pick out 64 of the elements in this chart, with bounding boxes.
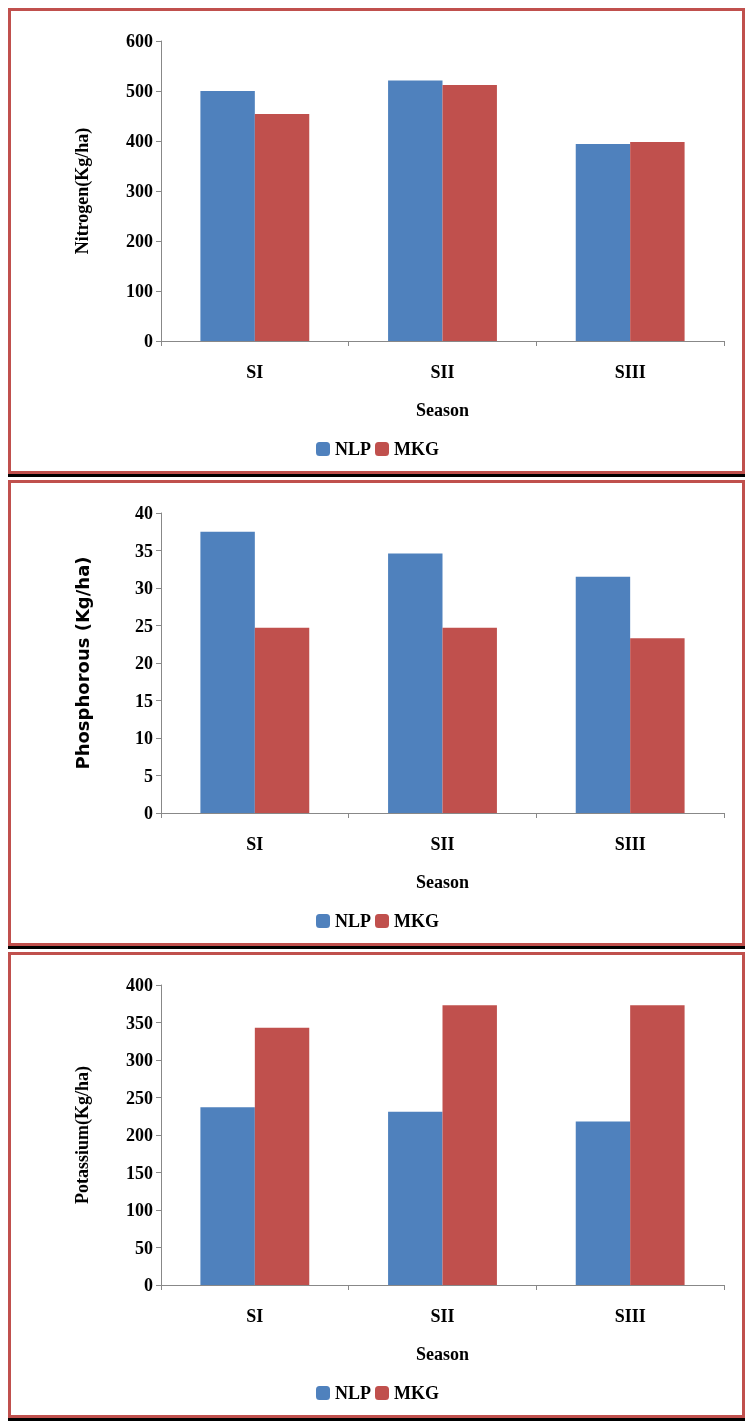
y-tick-label: 25 (135, 615, 153, 636)
legend-label: NLP (335, 439, 372, 459)
y-tick-label: 30 (135, 578, 153, 598)
bar (254, 1027, 310, 1285)
y-tick-label: 15 (135, 690, 153, 711)
x-tick-label: SI (246, 1306, 264, 1326)
y-tick-label: 400 (126, 975, 153, 995)
y-tick-label: 50 (135, 1237, 153, 1258)
x-tick-label: SI (246, 834, 264, 854)
x-axis-title: Season (415, 1344, 470, 1364)
y-tick-label: 35 (135, 540, 153, 561)
y-tick-label: 0 (144, 1275, 153, 1295)
y-tick-label: 600 (126, 31, 153, 51)
y-tick-label: 200 (126, 1125, 153, 1145)
x-tick-label: SI (246, 362, 264, 382)
legend-label: MKG (394, 1383, 439, 1403)
bar (630, 638, 685, 813)
bar (442, 1005, 497, 1285)
bar (388, 1111, 443, 1285)
y-tick-label: 20 (135, 653, 153, 673)
x-axis-title: Season (415, 872, 470, 892)
y-axis-title: Potassium(Kg/ha) (72, 1065, 93, 1205)
bar (388, 553, 443, 813)
legend-label: MKG (394, 439, 439, 459)
y-tick-label: 100 (126, 281, 153, 301)
legend-label: NLP (335, 911, 372, 931)
bar (200, 1107, 255, 1285)
bar (254, 114, 310, 341)
y-tick-label: 100 (126, 1200, 153, 1220)
bar (254, 627, 310, 813)
y-tick-label: 300 (126, 181, 153, 201)
y-tick-label: 350 (126, 1012, 153, 1033)
bar (442, 627, 497, 813)
bar (575, 1121, 631, 1285)
y-tick-label: 0 (144, 331, 153, 351)
bar (442, 85, 497, 341)
y-tick-label: 150 (126, 1162, 153, 1183)
legend-label: MKG (394, 911, 439, 931)
x-tick-label: SIII (614, 1306, 646, 1326)
bar (630, 142, 685, 341)
x-axis-title: Season (415, 400, 470, 420)
y-tick-label: 40 (135, 503, 153, 523)
bar (630, 1005, 685, 1285)
y-axis-title: Phosphorous (Kg/ha) (71, 556, 93, 770)
y-tick-label: 0 (144, 803, 153, 823)
x-tick-label: SII (430, 834, 455, 854)
y-tick-label: 250 (126, 1087, 153, 1108)
x-tick-label: SIII (614, 834, 646, 854)
bar (200, 91, 255, 341)
bar (575, 576, 631, 813)
y-tick-label: 400 (126, 131, 153, 151)
bar (200, 531, 255, 813)
bar (388, 80, 443, 341)
x-tick-label: SII (430, 1306, 455, 1326)
y-tick-label: 10 (135, 728, 153, 748)
x-tick-label: SII (430, 362, 455, 382)
legend-label: NLP (335, 1383, 372, 1403)
y-axis-title: Nitrogen(Kg/ha) (72, 127, 93, 255)
y-tick-label: 5 (144, 765, 153, 786)
bar (575, 144, 631, 341)
y-tick-label: 200 (126, 231, 153, 251)
y-tick-label: 300 (126, 1050, 153, 1070)
x-tick-label: SIII (614, 362, 646, 382)
y-tick-label: 500 (126, 81, 153, 101)
